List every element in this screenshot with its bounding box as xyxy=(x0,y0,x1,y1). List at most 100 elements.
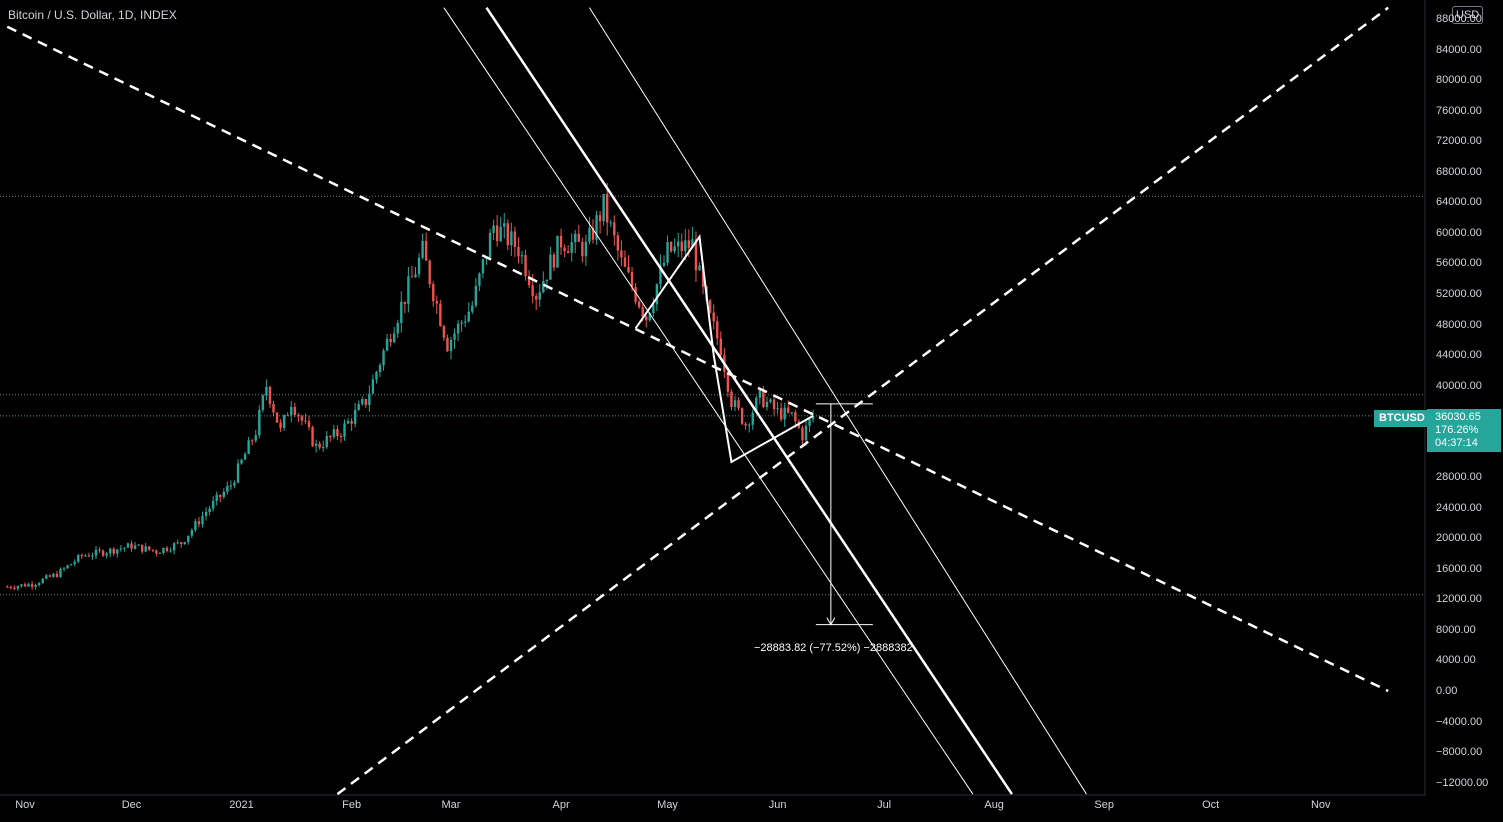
candle-body xyxy=(34,584,37,587)
candle-body xyxy=(467,311,470,322)
trendline-3 xyxy=(589,7,1087,795)
candle-body xyxy=(417,257,421,275)
candle-body xyxy=(162,547,165,553)
candle-body xyxy=(52,573,55,577)
candle-body xyxy=(623,257,627,267)
time-tick-label: Sep xyxy=(1094,799,1114,811)
currency-button[interactable]: USD xyxy=(1452,6,1484,24)
candle-body xyxy=(279,422,282,428)
candle-body xyxy=(740,408,744,424)
candle-body xyxy=(549,254,552,280)
candle-body xyxy=(98,549,101,551)
candle-body xyxy=(694,239,698,271)
price-tick-label: 68000.00 xyxy=(1436,165,1482,178)
candle-body xyxy=(222,491,225,497)
trendline-2 xyxy=(485,6,1013,795)
candle-body xyxy=(371,379,375,394)
candle-body xyxy=(69,564,73,566)
candle-body xyxy=(172,543,176,551)
candle-body xyxy=(165,547,169,551)
time-tick-label: Mar xyxy=(441,799,461,811)
candle-body xyxy=(385,338,389,351)
candle-body xyxy=(428,260,431,285)
candle-body xyxy=(208,508,211,512)
candle-body xyxy=(91,555,94,557)
time-tick-label: Jul xyxy=(877,799,892,811)
price-tick-label: 0.00 xyxy=(1436,685,1458,697)
candle-body xyxy=(481,259,485,274)
candle-body xyxy=(272,403,275,413)
candle-body xyxy=(772,399,776,410)
candle-body xyxy=(666,241,669,263)
price-tick-label: 16000.00 xyxy=(1436,562,1482,575)
candle-body xyxy=(109,548,112,554)
candle-body xyxy=(55,573,59,577)
candle-body xyxy=(87,555,91,557)
candle-body xyxy=(591,227,595,240)
candle-body xyxy=(410,276,414,278)
candle-body xyxy=(613,222,616,236)
candle-body xyxy=(748,424,751,426)
candle-body xyxy=(382,350,385,366)
candle-body xyxy=(556,235,559,268)
price-tick-label: 88000.00 xyxy=(1436,13,1482,26)
candle-body xyxy=(126,543,130,548)
candle-body xyxy=(545,279,549,282)
candle-body xyxy=(116,549,119,554)
candle-body xyxy=(211,500,215,509)
candle-body xyxy=(339,435,343,437)
candle-body xyxy=(268,387,272,404)
candle-body xyxy=(148,546,151,550)
candle-body xyxy=(588,227,591,242)
candle-body xyxy=(655,284,659,305)
candle-body xyxy=(595,215,598,240)
candle-body xyxy=(16,586,20,589)
candle-body xyxy=(361,399,364,404)
candle-body xyxy=(20,584,23,587)
candle-body xyxy=(261,395,265,410)
candle-body xyxy=(190,530,194,536)
candle-body xyxy=(542,281,545,293)
price-tick-label: 8000.00 xyxy=(1436,623,1476,636)
candle-body xyxy=(598,215,602,222)
candle-body xyxy=(332,429,336,437)
candle-body xyxy=(726,371,730,392)
candle-body xyxy=(421,240,424,258)
candle-body xyxy=(524,255,527,277)
candle-body xyxy=(403,301,407,304)
candle-body xyxy=(144,546,147,552)
candle-body xyxy=(769,399,772,402)
candle-body xyxy=(808,419,811,426)
candle-body xyxy=(226,485,229,492)
candle-body xyxy=(730,391,733,408)
price-tick-label: 12000.00 xyxy=(1436,593,1482,606)
time-tick-label: Feb xyxy=(342,799,362,811)
candle-body xyxy=(48,575,52,577)
candle-body xyxy=(389,338,392,343)
candle-body xyxy=(442,326,446,338)
candle-body xyxy=(424,240,428,261)
candle-body xyxy=(488,232,492,258)
candle-body xyxy=(691,239,694,249)
candle-body xyxy=(137,544,140,546)
candle-body xyxy=(719,338,722,356)
candle-body xyxy=(265,387,268,396)
candle-body xyxy=(105,553,108,556)
candle-body xyxy=(517,247,520,257)
candle-body xyxy=(495,225,499,242)
candle-body xyxy=(219,494,222,497)
measure-label: −28883.82 (−77.52%) −2888382 xyxy=(754,642,913,654)
candle-body xyxy=(712,312,715,322)
candle-body xyxy=(527,276,531,286)
candle-body xyxy=(737,400,740,409)
candle-body xyxy=(119,548,123,550)
candle-body xyxy=(680,241,683,252)
candle-body xyxy=(290,406,293,416)
candle-body xyxy=(322,447,325,449)
candle-body xyxy=(538,292,541,300)
measure-arrowhead xyxy=(826,617,836,626)
candle-body xyxy=(765,401,769,408)
time-tick-label: 2021 xyxy=(229,799,254,811)
candle-body xyxy=(673,246,676,252)
